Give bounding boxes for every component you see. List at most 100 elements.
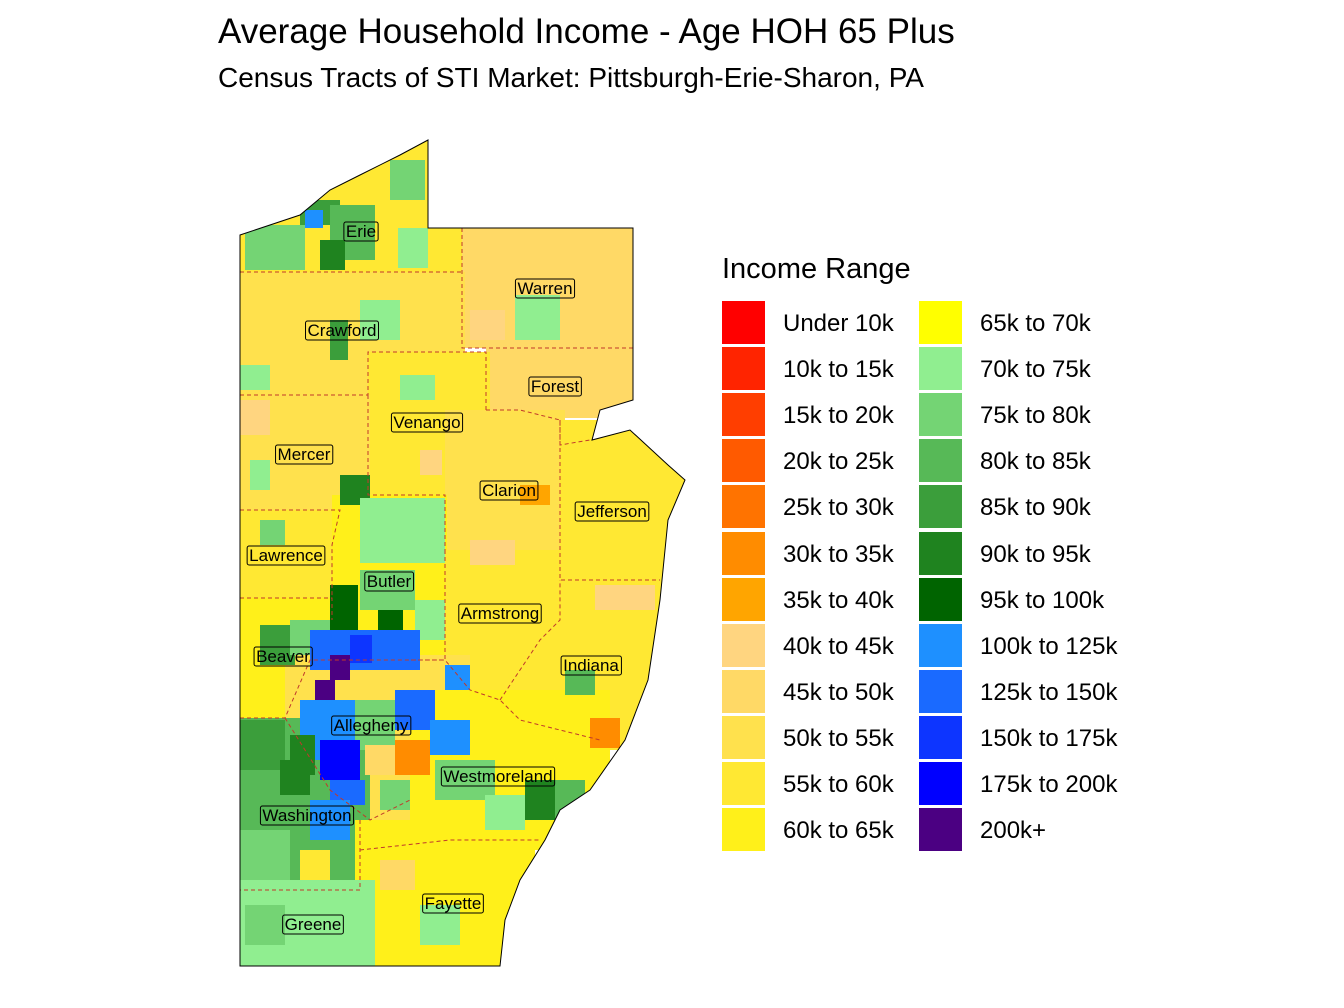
legend-label: 175k to 200k — [980, 771, 1118, 798]
county-label-text: Venango — [393, 413, 460, 432]
county-label-text: Greene — [285, 915, 342, 934]
county-boundary — [240, 509, 341, 598]
legend-label: 70k to 75k — [980, 356, 1091, 384]
county-label-allegheny: Allegheny — [331, 715, 412, 736]
tract-patch — [470, 540, 515, 565]
legend-swatch — [722, 301, 765, 344]
tract-patch — [515, 295, 560, 340]
legend-label: 15k to 20k — [783, 402, 894, 430]
county-boundary — [559, 420, 660, 581]
legend-label: 75k to 80k — [980, 402, 1091, 430]
county-label-box — [440, 766, 556, 787]
tract-patch — [240, 720, 285, 770]
county-label-text: Mercer — [278, 445, 331, 464]
county-label-text: Indiana — [563, 656, 619, 675]
tract-patch — [360, 300, 400, 340]
tract-patch — [245, 905, 285, 945]
county-label-text: Crawford — [308, 321, 377, 340]
legend-swatch — [919, 347, 962, 391]
tract-patch — [300, 850, 330, 880]
tract-patch — [470, 310, 505, 340]
tract-patch — [320, 740, 360, 780]
county-label-text: Jefferson — [577, 502, 647, 521]
tract-patch — [400, 375, 435, 400]
county-boundaries — [240, 228, 660, 891]
county-label-text: Washington — [262, 806, 351, 825]
legend-swatch — [722, 669, 765, 713]
legend-swatch — [722, 762, 765, 805]
county-label-box — [574, 501, 650, 522]
county-label-warren: Warren — [514, 278, 576, 299]
county-label-box — [560, 655, 622, 676]
tract-patch — [395, 740, 430, 775]
tract-patch — [330, 655, 350, 680]
county-label-text: Lawrence — [249, 546, 323, 565]
tract-patch — [430, 720, 470, 755]
county-boundary — [240, 659, 601, 741]
county-boundary — [240, 597, 333, 620]
tract-patch — [320, 240, 345, 270]
county-label-box — [331, 715, 412, 736]
tract-patch — [310, 800, 350, 840]
tract-patch — [240, 400, 270, 435]
tract-patch — [260, 520, 285, 545]
legend-swatch — [722, 577, 765, 621]
legend-swatch — [919, 577, 962, 621]
county-label-forest: Forest — [528, 376, 582, 397]
county-label-butler: Butler — [364, 571, 415, 592]
tract-patch — [420, 905, 460, 945]
county-label-text: Allegheny — [334, 716, 409, 735]
legend-swatch — [722, 393, 765, 437]
county-label-text: Beaver — [256, 647, 310, 666]
legend-swatch — [722, 808, 765, 852]
legend-swatch — [919, 485, 962, 529]
tract-patch — [250, 460, 270, 490]
legend-swatch — [919, 439, 962, 483]
tract-patch — [360, 570, 415, 610]
tract-patch — [445, 665, 470, 690]
tract-patch — [590, 718, 620, 748]
tract-patch — [240, 830, 290, 880]
county-boundary — [240, 351, 487, 410]
legend-label: 60k to 65k — [783, 817, 894, 845]
tract-patch — [565, 670, 595, 695]
region-outline — [239, 139, 686, 967]
tract-patch — [380, 860, 415, 890]
tract-patch — [380, 780, 410, 810]
map-title: Average Household Income - Age HOH 65 Pl… — [218, 12, 955, 51]
county-label-mercer: Mercer — [275, 444, 334, 465]
legend-swatch — [722, 531, 765, 575]
tract-patch — [280, 760, 310, 795]
legend-swatch — [919, 623, 962, 667]
county-label-box — [246, 545, 326, 566]
legend-swatch — [919, 808, 962, 852]
legend-swatch — [722, 715, 765, 759]
county-label-westmoreland: Westmoreland — [440, 766, 556, 787]
legend-swatch — [722, 439, 765, 483]
legend-label: 20k to 25k — [783, 448, 894, 476]
tract-patch — [260, 625, 295, 665]
county-label-box — [364, 571, 415, 592]
tract-patch — [395, 690, 435, 730]
legend-swatch — [722, 485, 765, 529]
tract-patch — [595, 585, 655, 610]
county-label-box — [528, 376, 582, 397]
county-label-box — [343, 221, 379, 242]
county-boundary — [461, 228, 633, 349]
county-label-text: Clarion — [482, 481, 536, 500]
county-label-clarion: Clarion — [479, 480, 539, 501]
legend-swatch — [919, 301, 962, 344]
county-label-text: Forest — [531, 377, 579, 396]
legend-label: 200k+ — [980, 817, 1047, 845]
county-fill-lawrence — [240, 510, 340, 600]
county-boundary — [367, 395, 446, 550]
legend-label: 35k to 40k — [783, 586, 894, 614]
legend-label: 80k to 85k — [980, 448, 1091, 476]
county-label-jefferson: Jefferson — [574, 501, 650, 522]
county-boundary — [499, 580, 561, 701]
county-label-fayette: Fayette — [422, 893, 484, 914]
tract-patch — [420, 450, 442, 475]
tract-patch — [390, 160, 425, 200]
county-boundary — [240, 820, 361, 891]
legend-label: 10k to 15k — [783, 356, 894, 384]
